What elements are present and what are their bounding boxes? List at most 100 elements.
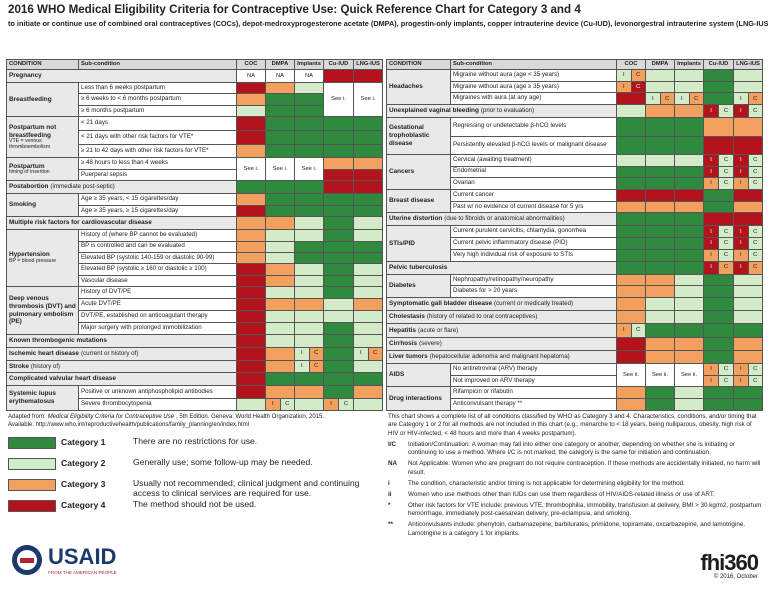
condition-name: Cirrhosis — [389, 339, 418, 347]
condition-name: Liver tumors — [389, 353, 428, 360]
category-cell — [353, 385, 383, 399]
category-cell — [236, 397, 266, 412]
category-cell — [645, 237, 675, 250]
definition-term: i — [388, 479, 390, 487]
condition-name: Stroke — [9, 362, 29, 370]
category-cell — [294, 385, 324, 399]
condition-cell: Stroke (history of) — [6, 359, 237, 374]
sub-condition: Acute DVT/PE — [78, 298, 237, 312]
category-cell — [616, 273, 646, 287]
sub-condition: Current cancer — [450, 188, 617, 202]
category-cell — [674, 248, 704, 262]
split-half: C — [719, 364, 733, 375]
table-row: Smoking Age ≥ 35 years, < 15 cigarettes/d… — [6, 193, 383, 218]
legend-text: The method should not be used. — [133, 499, 257, 509]
condition-name: Postabortion — [9, 183, 49, 191]
condition-cell: Hypertension BP = blood pressure — [6, 229, 79, 288]
category-cell — [353, 321, 383, 335]
sub-condition: Migraine without aura (age < 35 years) — [450, 69, 617, 82]
category-cell — [236, 240, 266, 254]
label-cell: NA — [294, 69, 324, 83]
column-header: CONDITION — [386, 59, 451, 70]
split-half: C — [660, 93, 674, 104]
condition-name: AIDS — [389, 371, 405, 379]
split-half: I — [295, 361, 310, 372]
category-cell — [616, 212, 646, 227]
category-cell — [236, 310, 266, 323]
condition-name: Cancers — [389, 167, 415, 175]
category-cell — [645, 323, 675, 338]
split-half: I — [734, 364, 749, 375]
condition-note: (current or history of) — [80, 349, 139, 357]
split-half: C — [748, 262, 762, 274]
table-row: Anticonvulsant therapy ** — [387, 398, 763, 411]
condition-cell: Systemic lupus erythematosus — [6, 385, 79, 411]
table-row: Hepatitis (acute or flare) I C — [386, 323, 763, 338]
definition-term: I/C — [388, 441, 397, 448]
condition-name: Smoking — [9, 201, 36, 209]
table-row: Migraine without aura (age ≥ 35 years) I C — [387, 80, 763, 94]
category-cell — [645, 225, 675, 239]
category-cell — [674, 165, 704, 179]
label-cell: See i. — [353, 81, 383, 118]
split-half: C — [748, 178, 762, 189]
condition-cell: Symptomatic gall bladder disease (current… — [386, 297, 617, 312]
fhi-logo: fhi360 © 2016, October — [700, 552, 759, 581]
sub-condition: Puerperal sepsis — [78, 168, 237, 182]
category-cell — [645, 273, 675, 287]
table-row: Persistently elevated β-hCG levels or ma… — [387, 135, 763, 155]
category-cell — [733, 80, 763, 94]
sub-condition: Regressing or undetectable β-hCG levels — [450, 117, 617, 137]
definition: NA Not Applicable: Women who are pregnant… — [388, 460, 762, 476]
category-cell — [265, 346, 295, 361]
condition-name: Uterine distortion — [389, 215, 443, 223]
category-cell — [733, 273, 763, 287]
sub-condition: Current pelvic inflammatory disease (PID… — [450, 237, 617, 250]
condition-cell: Gestational trophoblastic disease — [386, 117, 451, 155]
legend-label: Category 3 — [61, 479, 106, 489]
sub-condition: Anticonvulsant therapy ** — [450, 398, 617, 411]
category-cell — [674, 212, 704, 227]
category-cell — [265, 286, 295, 300]
category-cell — [353, 157, 383, 170]
condition-name: Ischemic heart disease — [9, 349, 79, 357]
split-half: C — [719, 178, 733, 189]
definition-text: Anticonvulsants include: phenytoin, carb… — [408, 521, 746, 537]
source-title: Medical Eligibility Criteria for Contrac… — [47, 414, 175, 420]
source: Adapted from: Medical Eligibility Criteri… — [8, 414, 378, 430]
table-row: BP is controlled and can be evaluated — [7, 240, 383, 254]
legend-swatch — [8, 458, 56, 470]
condition-cell: Deep venous thrombosis (DVT) and pulmona… — [6, 286, 79, 335]
category-cell — [353, 69, 383, 83]
condition-cell: Breastfeeding — [6, 81, 79, 118]
split-half: I — [617, 82, 632, 92]
definition: ii Women who use methods other than IUDs … — [388, 491, 762, 499]
category-cell — [236, 263, 266, 276]
split-half: C — [748, 155, 762, 166]
category-cell — [733, 69, 763, 82]
split-half: I — [266, 399, 281, 410]
sub-condition: Past w/ no evidence of current disease f… — [450, 200, 617, 214]
category-cell — [733, 117, 763, 137]
category-cell — [265, 193, 295, 206]
sub-condition: Elevated BP (systolic 140-159 or diastol… — [78, 251, 237, 265]
category-cell — [265, 81, 295, 95]
condition-note: (history of) — [30, 362, 61, 370]
category-cell — [645, 248, 675, 262]
split-half: C — [719, 238, 733, 249]
category-cell — [616, 336, 646, 351]
condition-name: STIs/PID — [389, 239, 415, 247]
condition-cell: Multiple risk factors for cardiovascular… — [6, 216, 237, 231]
legend-item: Category 1 There are no restrictions for … — [8, 436, 378, 458]
condition-name: Hypertension — [9, 251, 50, 259]
table-row: Diabetes Nephropathy/retinopathy/neuropat… — [386, 273, 763, 299]
